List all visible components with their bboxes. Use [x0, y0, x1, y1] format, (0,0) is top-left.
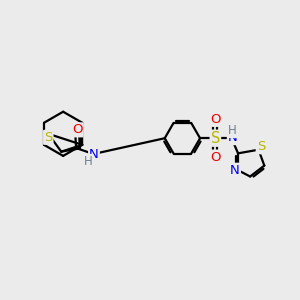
Text: O: O: [211, 151, 221, 164]
Text: O: O: [72, 123, 83, 136]
Text: S: S: [257, 140, 265, 153]
Text: O: O: [211, 113, 221, 126]
Text: N: N: [89, 148, 99, 160]
Text: H: H: [228, 124, 237, 137]
Text: S: S: [211, 131, 220, 146]
Text: N: N: [228, 131, 238, 144]
Text: H: H: [84, 155, 92, 168]
Text: S: S: [44, 131, 52, 144]
Text: N: N: [230, 164, 240, 177]
